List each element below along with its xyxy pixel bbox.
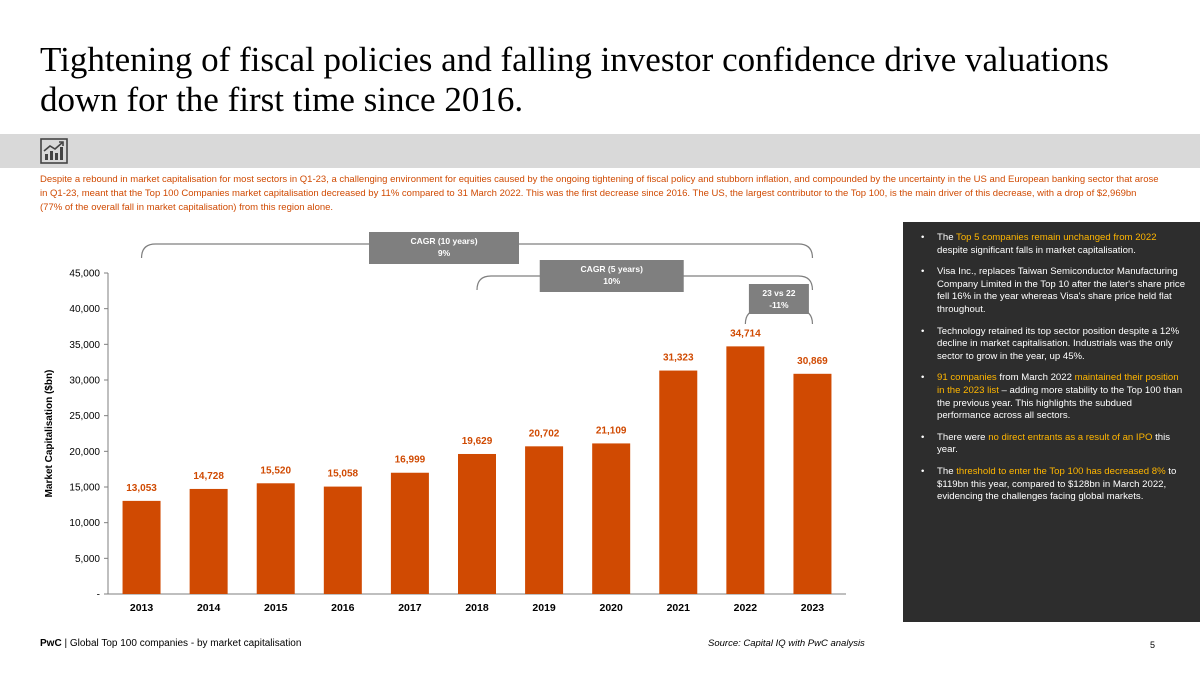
finding-text: despite significant falls in market capi… — [937, 244, 1136, 256]
x-tick-label: 2013 — [130, 602, 154, 614]
x-tick-label: 2015 — [264, 602, 288, 614]
bar-2015 — [256, 483, 295, 594]
key-findings-list: The Top 5 companies remain unchanged fro… — [903, 222, 1200, 504]
bar-2020 — [592, 443, 631, 594]
page-title: Tightening of fiscal policies and fallin… — [40, 40, 1109, 119]
y-axis-label: Market Capitalisation ($bn) — [44, 370, 55, 498]
bar-value-label: 16,999 — [395, 455, 426, 466]
cagr-box — [369, 232, 519, 264]
y-tick-label: - — [97, 590, 100, 601]
bar-value-label: 21,109 — [596, 425, 627, 436]
y-tick-label: 20,000 — [69, 447, 100, 458]
intro-text: Despite a rebound in market capitalisati… — [40, 174, 1159, 213]
y-tick-label: 45,000 — [69, 269, 100, 280]
y-tick-label: 15,000 — [69, 483, 100, 494]
finding-text: The — [937, 232, 957, 243]
bar-2016 — [323, 486, 362, 594]
bar-value-label: 31,323 — [663, 353, 694, 364]
chart-trend-icon — [40, 138, 68, 164]
finding-item: The threshold to enter the Top 100 has d… — [921, 465, 1186, 504]
finding-text: Visa Inc., replaces Taiwan Semiconductor… — [937, 266, 1186, 315]
x-tick-label: 2016 — [331, 602, 355, 614]
bar-value-label: 19,629 — [462, 436, 493, 447]
bar-value-label: 15,058 — [328, 469, 359, 480]
bar-2022 — [726, 346, 765, 594]
key-findings-panel: The Top 5 companies remain unchanged fro… — [903, 222, 1200, 622]
y-tick-label: 5,000 — [75, 554, 100, 565]
finding-text: from March 2022 — [996, 372, 1075, 384]
cagr-label: CAGR (10 years) — [410, 236, 477, 246]
bar-value-label: 34,714 — [730, 328, 761, 339]
bar-2019 — [525, 446, 564, 594]
y-tick-label: 35,000 — [69, 340, 100, 351]
x-tick-label: 2019 — [532, 602, 556, 614]
finding-item: There were no direct entrants as a resul… — [921, 431, 1186, 457]
x-tick-label: 2022 — [734, 602, 758, 614]
x-tick-label: 2020 — [600, 602, 624, 614]
bar-2017 — [390, 472, 429, 594]
cagr-label: CAGR (5 years) — [581, 264, 644, 274]
x-tick-label: 2014 — [197, 602, 221, 614]
footer-text: | Global Top 100 companies - by market c… — [61, 638, 302, 649]
bar-2013 — [122, 500, 161, 594]
bar-2014 — [189, 488, 228, 594]
x-tick-label: 2021 — [667, 602, 691, 614]
y-tick-label: 25,000 — [69, 411, 100, 422]
cagr-box — [748, 284, 809, 314]
market-cap-bar-chart: - 5,000 10,000 15,000 20,000 25,000 30,000 35,0… — [44, 232, 846, 614]
footer-title: PwC | Global Top 100 companies - by mark… — [40, 638, 301, 649]
highlight-text: maintained their position in the 2023 li… — [937, 372, 1179, 396]
footer-brand: PwC — [40, 638, 62, 649]
finding-item: Visa Inc., replaces Taiwan Semiconductor… — [921, 266, 1186, 316]
bar-value-label: 20,702 — [529, 428, 560, 439]
y-tick-label: 30,000 — [69, 376, 100, 387]
finding-text: The — [937, 465, 957, 477]
bar-value-label: 30,869 — [797, 356, 828, 367]
finding-text: – adding more stability to the Top 100 t… — [937, 384, 1183, 422]
cagr-box — [539, 260, 684, 292]
y-tick-label: 10,000 — [69, 518, 100, 529]
finding-text: Technology retained its top sector posit… — [937, 325, 1180, 362]
highlight-text: threshold to enter the Top 100 has decre… — [956, 465, 1166, 477]
bar-value-label: 13,053 — [126, 483, 157, 494]
highlight-text: Top 5 companies remain unchanged from 20… — [956, 232, 1157, 243]
cagr-value: -11% — [769, 300, 789, 310]
x-tick-label: 2017 — [398, 602, 422, 614]
finding-text: There were — [937, 431, 989, 443]
bar-value-label: 15,520 — [260, 465, 291, 476]
bar-value-label: 14,728 — [193, 471, 224, 482]
cagr-value: 9% — [438, 248, 451, 258]
bar-2021 — [659, 370, 698, 594]
x-tick-label: 2023 — [801, 602, 825, 614]
finding-text: to $119bn this year, compared to $128bn … — [937, 465, 1177, 503]
finding-item: 91 companies from March 2022 maintained … — [921, 372, 1186, 422]
y-tick-label: 40,000 — [69, 304, 100, 315]
finding-item: The Top 5 companies remain unchanged fro… — [921, 232, 1186, 257]
bar-2018 — [458, 453, 496, 594]
section-band — [0, 134, 1200, 168]
cagr-label: 23 vs 22 — [762, 288, 795, 298]
highlight-text: 91 companies — [937, 372, 997, 384]
source-note: Source: Capital IQ with PwC analysis — [708, 638, 865, 649]
finding-item: Technology retained its top sector posit… — [921, 325, 1186, 364]
highlight-text: no direct entrants as a result of an IPO — [988, 431, 1153, 443]
x-tick-label: 2018 — [465, 602, 489, 614]
finding-text: this year. — [937, 431, 1171, 456]
cagr-value: 10% — [603, 276, 620, 286]
page-number: 5 — [1150, 640, 1156, 650]
bar-2023 — [793, 373, 832, 594]
